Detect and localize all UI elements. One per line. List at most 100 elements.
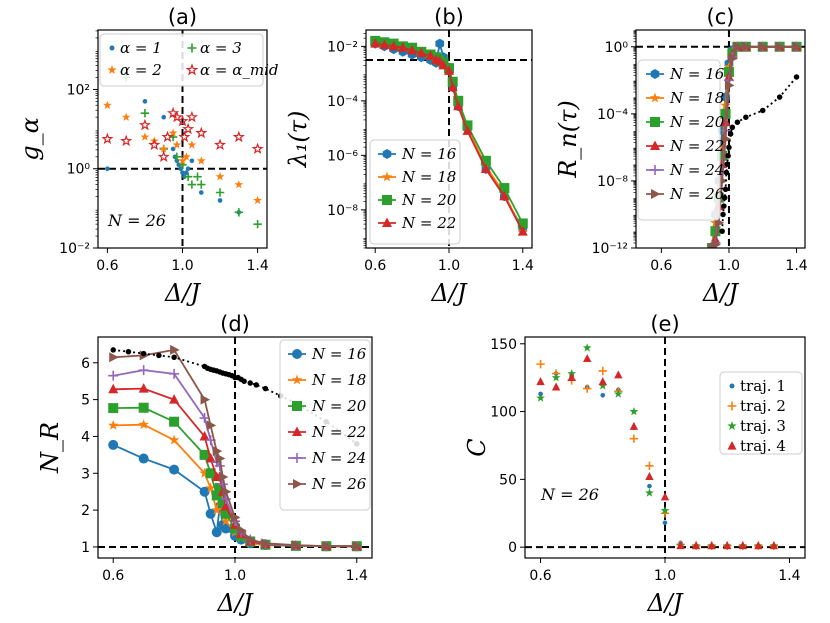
xlabel-e: Δ/J bbox=[646, 589, 683, 617]
point-extra-c-3 bbox=[721, 194, 728, 201]
point-extra-c-12 bbox=[743, 114, 749, 120]
axes-frame-c bbox=[635, 29, 806, 249]
legend-label-c-2: N = 20 bbox=[669, 113, 725, 131]
point-c-5-4 bbox=[721, 134, 732, 144]
legend-marker-a-2 bbox=[107, 65, 117, 74]
legend-marker-e-2 bbox=[727, 421, 737, 430]
xtick-label-b-2: 1.4 bbox=[512, 258, 534, 274]
xtick-label-c-0: 0.6 bbox=[650, 258, 672, 274]
point-a-0-12 bbox=[189, 158, 195, 164]
point-c-1-5 bbox=[723, 61, 735, 72]
legend-marker-c-4 bbox=[650, 165, 660, 175]
legend-box-e bbox=[719, 371, 803, 455]
point-d-0-1 bbox=[138, 453, 149, 464]
point-a-2-6 bbox=[172, 140, 182, 149]
point-a-0-0 bbox=[105, 166, 110, 172]
point-a-3-9 bbox=[178, 130, 191, 143]
point-e-3-13 bbox=[738, 541, 747, 550]
point-extra-d-0 bbox=[110, 347, 116, 353]
series-extra-line-c bbox=[721, 76, 798, 232]
legend-marker-b-2 bbox=[382, 195, 392, 205]
legend-label-b-2: N = 20 bbox=[401, 191, 457, 209]
legend-box-b bbox=[369, 139, 461, 245]
point-d-0-3 bbox=[199, 486, 210, 497]
point-d-5-11 bbox=[246, 534, 256, 545]
point-a-1-9 bbox=[197, 180, 206, 189]
legend-label-e-2: traj. 3 bbox=[740, 417, 786, 435]
panel-title-c: (c) bbox=[707, 5, 735, 29]
point-a-3-7 bbox=[170, 110, 183, 123]
point-e-2-5 bbox=[613, 389, 623, 398]
legend-marker-e-0 bbox=[729, 383, 735, 389]
point-d-5-10 bbox=[237, 525, 247, 536]
point-b-2-15 bbox=[499, 183, 510, 194]
panel-title-e: (e) bbox=[650, 312, 679, 336]
point-a-1-8 bbox=[193, 172, 202, 181]
point-e-1-0 bbox=[536, 359, 545, 369]
point-a-3-13 bbox=[214, 138, 227, 151]
legend-label-d-0: N = 16 bbox=[311, 345, 367, 363]
point-e-3-11 bbox=[707, 541, 716, 550]
point-e-3-9 bbox=[676, 541, 685, 550]
point-a-3-15 bbox=[251, 142, 264, 155]
point-d-2-0 bbox=[108, 403, 119, 414]
legend-marker-a-1 bbox=[187, 43, 197, 53]
point-d-1-0 bbox=[108, 419, 119, 430]
point-b-3-6 bbox=[425, 50, 436, 60]
point-extra-d-3 bbox=[156, 352, 162, 359]
legend-marker-c-5 bbox=[651, 189, 661, 199]
point-b-3-1 bbox=[379, 39, 390, 49]
xtick-label-b-1: 1.0 bbox=[438, 258, 460, 274]
point-extra-d-21 bbox=[262, 385, 269, 392]
point-a-3-4 bbox=[157, 150, 170, 163]
point-extra-d-18 bbox=[241, 378, 247, 384]
point-d-3-8 bbox=[220, 500, 231, 511]
point-e-3-8 bbox=[660, 492, 670, 501]
point-a-0-13 bbox=[198, 190, 204, 195]
legend-label-b-0: N = 16 bbox=[401, 145, 457, 163]
point-a-1-12 bbox=[253, 220, 262, 229]
xlabel-b: Δ/J bbox=[430, 279, 467, 307]
point-extra-d-4 bbox=[171, 354, 177, 361]
legend-box-d bbox=[279, 339, 371, 511]
plot-area-b bbox=[366, 30, 532, 248]
point-d-1-4 bbox=[205, 482, 216, 493]
legend-marker-d-1 bbox=[291, 374, 303, 385]
point-d-4-1 bbox=[138, 365, 149, 376]
point-a-0-14 bbox=[217, 198, 223, 203]
legend-marker-e-1 bbox=[727, 401, 737, 411]
legend-label-b-3: N = 22 bbox=[401, 214, 456, 232]
ytick-label-e-2: 100 bbox=[490, 405, 517, 421]
point-extra-c-11 bbox=[734, 119, 741, 125]
point-d-2-7 bbox=[217, 497, 228, 508]
point-a-2-9 bbox=[187, 140, 197, 149]
point-extra-c-8 bbox=[726, 144, 732, 151]
ytick-label-b-2: 10⁻⁴ bbox=[327, 94, 358, 110]
point-a-3-14 bbox=[232, 130, 245, 143]
xlabel-d: Δ/J bbox=[216, 589, 253, 617]
legend-label-c-0: N = 16 bbox=[669, 65, 725, 83]
point-e-2-1 bbox=[551, 373, 561, 382]
point-c-5-6 bbox=[728, 53, 738, 64]
ytick-label-e-0: 0 bbox=[508, 540, 517, 556]
point-d-2-5 bbox=[211, 490, 222, 501]
point-a-2-2 bbox=[140, 132, 150, 141]
point-d-5-15 bbox=[352, 541, 363, 552]
ylabel-a: g_α bbox=[16, 117, 44, 161]
point-e-3-4 bbox=[598, 377, 607, 386]
ytick-label-b-1: 10⁻⁶ bbox=[327, 148, 358, 164]
legend-b: N = 16 N = 18 N = 20 N = 22 bbox=[369, 139, 461, 245]
legend-marker-d-0 bbox=[292, 349, 302, 359]
legend-label-e-3: traj. 4 bbox=[740, 437, 786, 455]
legend-label-e-1: traj. 2 bbox=[740, 397, 786, 415]
point-d-2-4 bbox=[205, 468, 216, 479]
legend-label-d-5: N = 26 bbox=[311, 475, 367, 493]
legend-label-c-5: N = 26 bbox=[669, 185, 725, 203]
legend-label-a-2: α = 2 bbox=[120, 61, 162, 79]
ytick-label-d-3: 4 bbox=[81, 429, 90, 445]
point-e-2-3 bbox=[582, 343, 592, 352]
point-extra-c-6 bbox=[724, 161, 731, 167]
